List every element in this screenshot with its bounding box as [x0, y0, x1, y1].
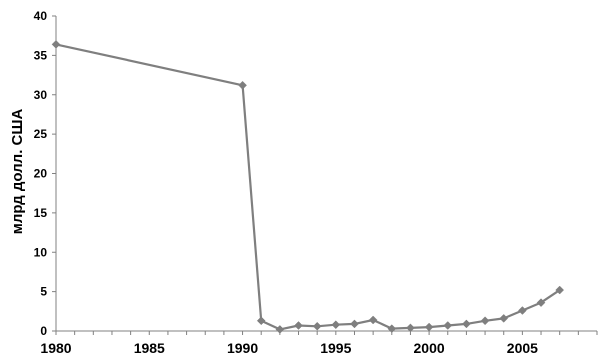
- data-point-marker: [536, 298, 546, 308]
- data-point-marker: [518, 306, 527, 315]
- y-tick-label: 30: [34, 88, 48, 102]
- y-tick-label: 0: [40, 324, 47, 338]
- series-line: [55, 43, 561, 331]
- data-point-marker: [499, 314, 509, 323]
- y-tick-label: 5: [40, 285, 47, 299]
- y-tick-label: 20: [34, 167, 48, 181]
- data-point-marker: [238, 80, 247, 90]
- data-point-marker: [480, 316, 490, 326]
- y-tick-label: 15: [34, 206, 48, 220]
- data-point-marker: [555, 285, 565, 295]
- series-layer: [51, 39, 565, 334]
- data-point-marker: [312, 321, 322, 331]
- data-point-marker: [368, 315, 378, 325]
- x-tick-label: 1985: [134, 340, 165, 356]
- x-tick-label: 1990: [227, 340, 258, 356]
- data-point-marker: [331, 320, 341, 330]
- y-axis-title: млрд долл. США: [9, 109, 26, 235]
- data-point-marker: [350, 319, 359, 329]
- data-point-marker: [387, 324, 397, 333]
- y-tick-label: 25: [34, 127, 48, 141]
- x-tick-label: 2005: [507, 340, 538, 356]
- x-tick-label: 1995: [320, 340, 351, 356]
- data-point-marker: [462, 319, 471, 329]
- y-tick-label: 10: [34, 245, 48, 259]
- data-point-marker: [51, 39, 61, 49]
- data-point-marker: [256, 316, 266, 326]
- y-axis-ticks: 0 5 10 15 20 25 30 35 40: [34, 9, 56, 338]
- data-point-marker: [294, 321, 303, 330]
- data-point-marker: [275, 325, 285, 334]
- y-tick-label: 40: [34, 9, 48, 23]
- y-tick-label: 35: [34, 48, 48, 62]
- data-point-marker: [406, 323, 415, 333]
- x-tick-label: 1980: [40, 340, 71, 356]
- data-point-marker: [424, 322, 434, 332]
- x-tick-label: 2000: [414, 340, 445, 356]
- x-axis-ticks: 1980 1985 1990 1995 2000 2005: [40, 331, 598, 356]
- data-point-marker: [443, 321, 453, 330]
